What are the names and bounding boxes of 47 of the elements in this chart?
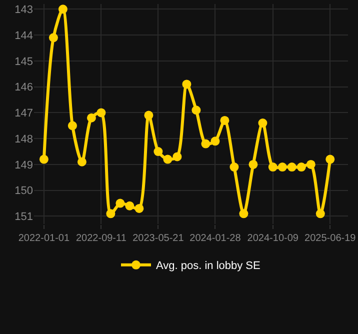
y-tick-label: 145	[14, 56, 33, 68]
point	[134, 204, 144, 213]
point	[125, 201, 134, 210]
point	[86, 113, 96, 122]
point	[116, 198, 125, 208]
point	[96, 108, 106, 118]
x-tick-label: 2025-06-19	[304, 233, 356, 244]
x-tick-label: 2023-05-21	[132, 233, 184, 244]
point	[68, 121, 77, 130]
point	[326, 154, 335, 164]
x-tick-label: 2022-01-01	[18, 233, 70, 244]
point	[306, 160, 316, 169]
point	[106, 209, 116, 218]
point	[163, 154, 172, 164]
point	[77, 157, 86, 166]
y-tick-label: 146	[14, 82, 33, 94]
point	[172, 152, 182, 162]
y-tick-label: 144	[14, 30, 33, 42]
point	[287, 162, 296, 172]
y-tick-label: 148	[14, 133, 33, 146]
point	[278, 162, 287, 172]
point	[316, 209, 325, 218]
point	[39, 154, 48, 164]
point	[296, 162, 306, 172]
point	[144, 110, 154, 120]
point	[182, 80, 192, 89]
point	[48, 33, 58, 42]
legend-label: Avg. pos. in lobby SE	[156, 260, 260, 272]
point	[248, 160, 258, 169]
y-tick-label: 147	[14, 108, 33, 120]
y-tick-label: 150	[14, 185, 33, 198]
point	[192, 106, 201, 115]
point	[230, 162, 239, 172]
point	[154, 147, 163, 156]
point	[268, 162, 278, 172]
x-tick-label: 2022-09-11	[76, 233, 127, 244]
x-tick-label: 2024-01-28	[190, 233, 242, 244]
point	[210, 136, 220, 146]
point	[220, 116, 230, 125]
point	[201, 139, 210, 148]
point	[58, 4, 68, 14]
y-tick-label: 143	[14, 4, 33, 16]
point	[258, 118, 268, 128]
x-tick-label: 2024-10-09	[247, 233, 299, 244]
y-tick-label: 149	[14, 159, 33, 172]
y-tick-label: 151	[14, 211, 33, 224]
point	[239, 209, 248, 218]
